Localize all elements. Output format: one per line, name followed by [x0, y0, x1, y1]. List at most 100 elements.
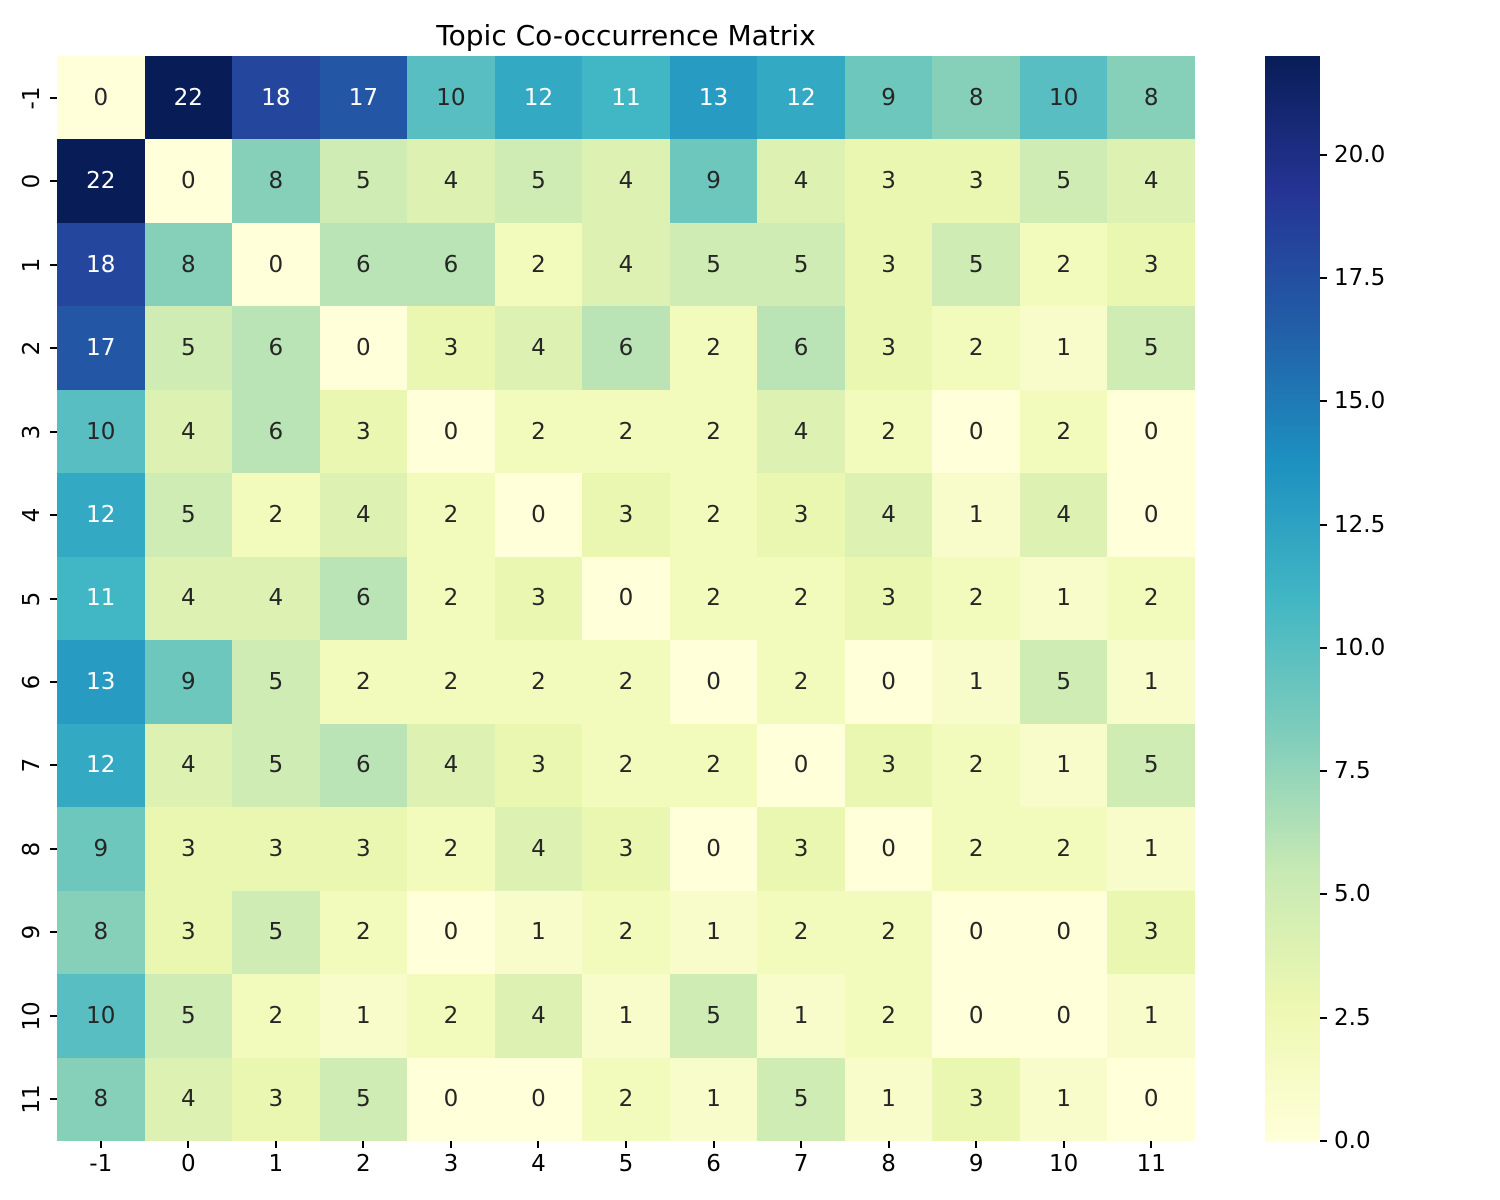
heatmap-cell: 12: [57, 473, 145, 557]
heatmap-cell: 4: [494, 306, 583, 390]
heatmap-cell: 1: [494, 890, 583, 975]
colorbar-gradient: [1265, 56, 1320, 1141]
heatmap-cell: 1: [582, 974, 670, 1058]
heatmap-cell: 3: [582, 473, 670, 557]
heatmap-cell: 0: [144, 139, 233, 223]
heatmap-cell: 6: [319, 556, 408, 641]
heatmap-cell: 6: [232, 306, 320, 390]
heatmap-cell: 2: [407, 807, 495, 891]
y-tick-label: 0: [19, 173, 45, 189]
heatmap-cell: 5: [757, 1057, 845, 1141]
heatmap-cell: 2: [932, 723, 1020, 808]
heatmap-cell: 2: [1019, 389, 1108, 474]
heatmap-cell: 0: [57, 56, 145, 140]
y-tick-label: 8: [19, 841, 45, 857]
heatmap-cell: 8: [57, 1057, 145, 1141]
heatmap-cell: 2: [319, 640, 408, 724]
x-tick-mark: [800, 1141, 803, 1148]
heatmap-cell: 9: [57, 807, 145, 891]
heatmap-cell: 4: [582, 222, 670, 307]
heatmap-cell: 4: [1019, 473, 1108, 557]
heatmap-cell: 18: [232, 56, 320, 140]
heatmap-cell: 22: [57, 139, 145, 223]
heatmap-cell: 5: [319, 139, 408, 223]
y-tick-label: 11: [19, 1084, 45, 1114]
heatmap-cell: 0: [1019, 890, 1108, 975]
y-tick-mark: [50, 180, 57, 183]
colorbar-tick-label: 5.0: [1334, 881, 1371, 908]
x-tick-label: 0: [180, 1151, 196, 1177]
colorbar-tick-label: 12.5: [1334, 511, 1386, 538]
y-tick-mark: [50, 347, 57, 350]
heatmap-cell: 3: [932, 139, 1020, 223]
heatmap-cell: 1: [669, 890, 758, 975]
heatmap-cell: 0: [494, 473, 583, 557]
heatmap-cell: 5: [1107, 306, 1195, 390]
heatmap-cell: 5: [757, 222, 845, 307]
heatmap-cell: 5: [319, 1057, 408, 1141]
heatmap-cell: 4: [844, 473, 933, 557]
colorbar-tick-label: 7.5: [1334, 758, 1371, 785]
heatmap-cell: 2: [494, 222, 583, 307]
x-tick-mark: [362, 1141, 365, 1148]
heatmap-cell: 3: [144, 890, 233, 975]
heatmap-cell: 3: [407, 306, 495, 390]
y-tick-mark: [50, 680, 57, 683]
heatmap-cell: 4: [757, 389, 845, 474]
y-tick-label: 1: [19, 257, 45, 272]
x-tick-label: 10: [1049, 1151, 1079, 1177]
heatmap-cell: 2: [407, 640, 495, 724]
heatmap-cell: 0: [844, 640, 933, 724]
heatmap-cell: 3: [494, 723, 583, 808]
y-tick-mark: [50, 931, 57, 934]
heatmap-cell: 4: [144, 556, 233, 641]
x-tick-label: -1: [89, 1151, 113, 1177]
heatmap-cell: 0: [1019, 974, 1108, 1058]
heatmap-cell: 3: [932, 1057, 1020, 1141]
heatmap-cell: 3: [582, 807, 670, 891]
heatmap-cell: 4: [144, 723, 233, 808]
heatmap-cell: 0: [494, 1057, 583, 1141]
heatmap-cell: 10: [407, 56, 495, 140]
heatmap-cell: 0: [407, 389, 495, 474]
heatmap-cell: 2: [407, 556, 495, 641]
heatmap-cell: 8: [232, 139, 320, 223]
heatmap-cell: 2: [757, 640, 845, 724]
heatmap-cell: 9: [844, 56, 933, 140]
colorbar-tick-label: 2.5: [1334, 1004, 1371, 1031]
x-tick-mark: [887, 1141, 890, 1148]
heatmap-cell: 4: [582, 139, 670, 223]
colorbar-tick-mark: [1320, 646, 1327, 649]
y-tick-mark: [50, 430, 57, 433]
y-tick-label: 9: [19, 925, 45, 940]
heatmap-cell: 2: [669, 389, 758, 474]
heatmap-cell: 6: [319, 723, 408, 808]
y-tick-mark: [50, 1014, 57, 1017]
heatmap-cell: 6: [232, 389, 320, 474]
y-tick-mark: [50, 1098, 57, 1101]
heatmap-cell: 2: [582, 723, 670, 808]
heatmap-cell: 2: [1019, 222, 1108, 307]
heatmap-cell: 4: [407, 139, 495, 223]
heatmap-cell: 1: [1019, 1057, 1108, 1141]
heatmap-cell: 1: [1019, 723, 1108, 808]
heatmap-cell: 17: [319, 56, 408, 140]
heatmap-cell: 3: [319, 389, 408, 474]
heatmap-cell: 2: [844, 389, 933, 474]
heatmap-cell: 2: [494, 640, 583, 724]
heatmap-cell: 4: [144, 1057, 233, 1141]
x-tick-mark: [274, 1141, 277, 1148]
heatmap-cell: 4: [1107, 139, 1195, 223]
y-tick-label: -1: [19, 86, 45, 110]
chart-title: Topic Co-occurrence Matrix: [436, 19, 816, 52]
heatmap-cell: 5: [669, 222, 758, 307]
heatmap-cell: 3: [844, 222, 933, 307]
heatmap-cell: 4: [407, 723, 495, 808]
heatmap-cell: 3: [232, 807, 320, 891]
x-tick-label: 9: [968, 1151, 984, 1177]
heatmap-cell: 4: [494, 807, 583, 891]
y-tick-mark: [50, 764, 57, 767]
heatmap-cell: 2: [932, 306, 1020, 390]
y-tick-mark: [50, 96, 57, 99]
heatmap-cell: 5: [232, 890, 320, 975]
